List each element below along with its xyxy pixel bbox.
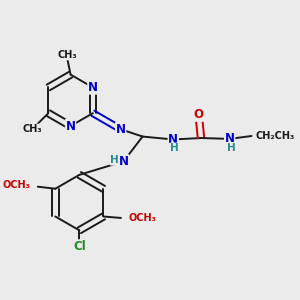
Text: OCH₃: OCH₃ bbox=[3, 180, 31, 190]
Text: N: N bbox=[118, 155, 129, 168]
Text: O: O bbox=[194, 108, 204, 121]
Text: CH₃: CH₃ bbox=[58, 50, 77, 60]
Text: H: H bbox=[170, 143, 179, 153]
Text: H: H bbox=[110, 155, 119, 165]
Text: N: N bbox=[88, 81, 98, 94]
Text: Cl: Cl bbox=[73, 240, 86, 253]
Text: N: N bbox=[66, 119, 76, 133]
Text: N: N bbox=[168, 133, 178, 146]
Text: OCH₃: OCH₃ bbox=[128, 213, 156, 223]
Text: H: H bbox=[227, 143, 236, 153]
Text: N: N bbox=[225, 132, 235, 146]
Text: N: N bbox=[116, 123, 126, 136]
Text: CH₃: CH₃ bbox=[22, 124, 42, 134]
Text: CH₂CH₃: CH₂CH₃ bbox=[256, 131, 295, 141]
